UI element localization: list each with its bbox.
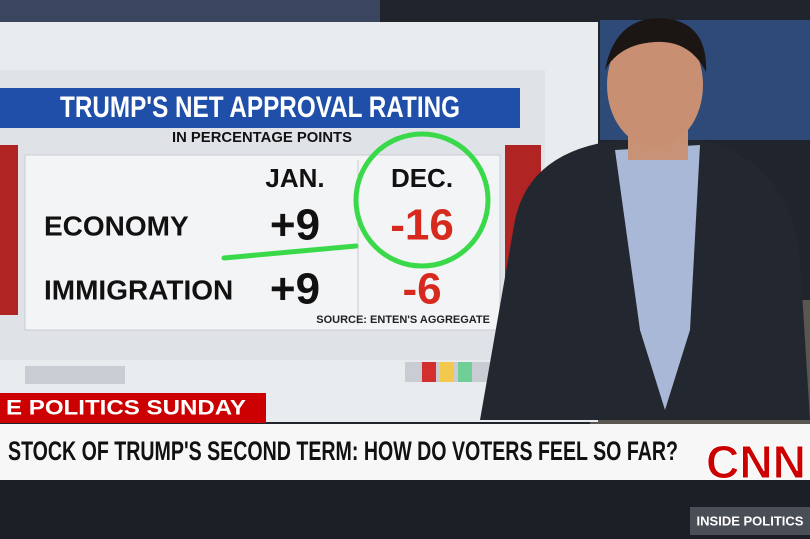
shirt <box>615 145 700 410</box>
graphic-title: TRUMP'S NET APPROVAL RATING <box>60 91 460 124</box>
graphic-subtitle: IN PERCENTAGE POINTS <box>172 129 352 146</box>
bug-box <box>690 507 810 535</box>
table: JAN. DEC. ECONOMY +9 -16 IMMIGRATION +9 -6 <box>44 163 454 314</box>
cell-value: -16 <box>390 201 454 250</box>
show-name: E POLITICS SUNDAY <box>6 397 246 420</box>
source-note: SOURCE: ENTEN'S AGGREGATE <box>316 314 490 326</box>
show-bar <box>0 393 266 423</box>
strip-left <box>25 366 125 384</box>
table-panel <box>24 154 501 331</box>
hair <box>605 18 707 72</box>
presenter <box>480 18 810 420</box>
network-logo: CNN <box>706 436 806 488</box>
strip-swatch <box>440 362 454 382</box>
bottom-band <box>0 480 810 539</box>
headline-bar <box>0 424 810 480</box>
cell-value: -6 <box>402 265 441 314</box>
cell-value: +9 <box>270 265 320 314</box>
cell-value: +9 <box>270 201 320 250</box>
row-label: IMMIGRATION <box>44 274 233 305</box>
column-header: DEC. <box>391 163 453 193</box>
strip-swatch <box>458 362 472 382</box>
color-strip <box>25 362 495 384</box>
strip-swatch <box>422 362 436 382</box>
highlight-circle <box>353 131 491 269</box>
left-side-tabs <box>0 145 18 315</box>
title-bar <box>0 88 520 128</box>
face <box>607 23 703 147</box>
top-monitor <box>0 0 380 22</box>
column-header: JAN. <box>265 163 324 193</box>
row-label: ECONOMY <box>44 210 189 241</box>
highlight-line <box>221 243 359 261</box>
headline: STOCK OF TRUMP'S SECOND TERM: HOW DO VOT… <box>8 436 678 466</box>
program-bug: INSIDE POLITICS <box>697 513 804 528</box>
